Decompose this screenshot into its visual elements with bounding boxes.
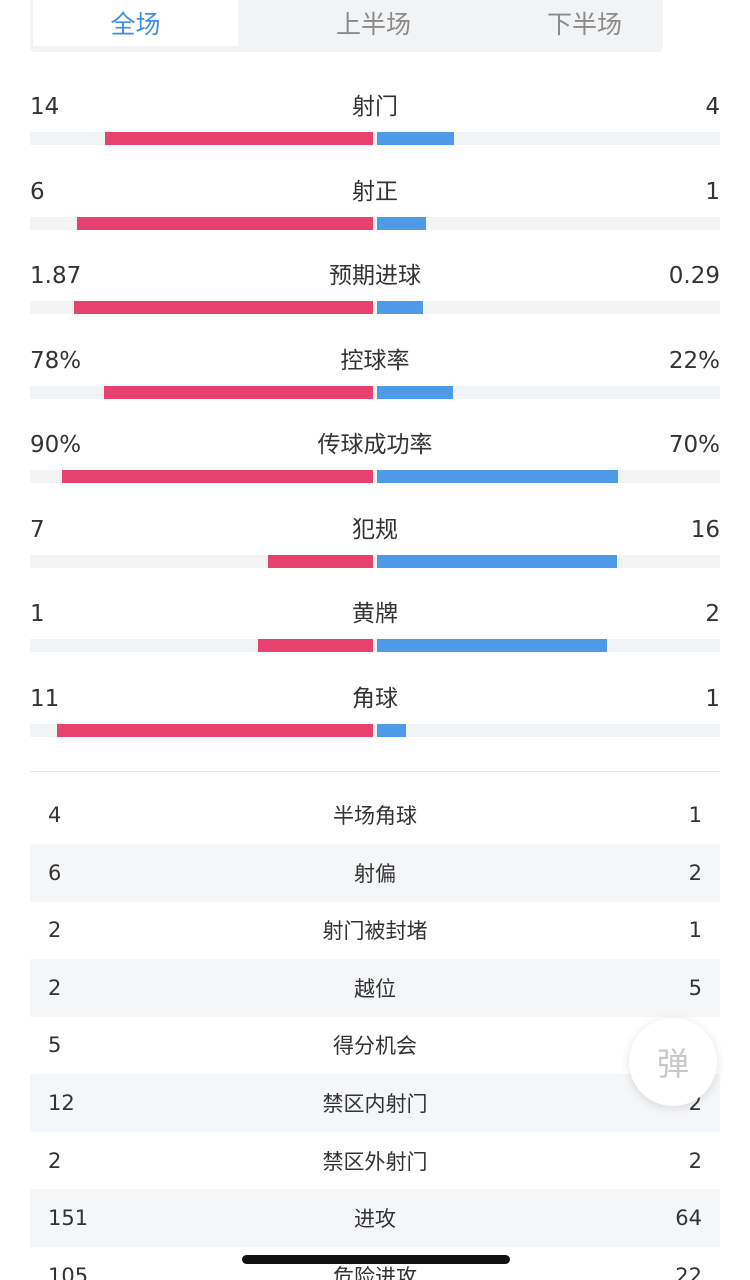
- away-value: 2: [705, 601, 720, 627]
- home-value: 2: [48, 918, 62, 943]
- home-bar: [57, 723, 373, 737]
- away-bar: [377, 385, 453, 399]
- home-value: 2: [48, 1148, 62, 1173]
- stat-row: 1 黄牌 2: [0, 599, 750, 683]
- away-value: 0.29: [668, 263, 720, 289]
- stat-row: 11 角球 1: [0, 684, 750, 768]
- home-bar: [74, 301, 373, 314]
- home-value: 90%: [30, 432, 82, 458]
- home-bar: [62, 470, 373, 483]
- away-value: 4: [705, 94, 720, 120]
- stat-label: 射门被封堵: [322, 919, 428, 944]
- away-value: 2: [688, 860, 702, 885]
- table-row: 2 禁区外射门 2: [30, 1132, 720, 1190]
- section-divider: [30, 771, 720, 772]
- period-tabs: 全场 上半场 下半场: [30, 0, 663, 52]
- home-bar: [258, 639, 373, 652]
- away-value: 1: [688, 918, 702, 943]
- away-value: 16: [690, 516, 720, 543]
- away-bar: [377, 301, 423, 314]
- table-row: 2 射门被封堵 1: [30, 901, 720, 959]
- table-row: 6 射偏 2: [30, 843, 720, 902]
- away-bar: [377, 639, 607, 652]
- stat-label: 角球: [352, 685, 398, 712]
- stat-row: 7 犯规 16: [0, 515, 750, 599]
- home-value: 7: [30, 516, 45, 543]
- away-bar: [377, 470, 618, 483]
- stat-label: 预期进球: [329, 263, 421, 289]
- home-value: 105: [48, 1263, 89, 1280]
- tab-full-match[interactable]: 全场: [33, 0, 238, 46]
- home-bar: [105, 132, 373, 145]
- stat-label: 越位: [354, 976, 396, 1001]
- table-row: 5 得分机会: [30, 1016, 720, 1074]
- stat-label: 射偏: [354, 861, 396, 886]
- home-value: 5: [48, 1033, 62, 1058]
- stat-row: 1.87 预期进球 0.29: [0, 261, 750, 345]
- away-value: 1: [688, 803, 702, 827]
- stat-label: 半场角球: [333, 804, 417, 828]
- stat-label: 禁区外射门: [322, 1149, 428, 1174]
- away-value: 5: [688, 975, 702, 1000]
- table-row: 151 进攻 64: [30, 1189, 720, 1248]
- away-bar: [377, 132, 454, 145]
- home-value: 11: [30, 685, 60, 712]
- stat-label: 射门: [352, 94, 398, 120]
- danmaku-button[interactable]: 弹: [629, 1018, 717, 1106]
- home-value: 1: [30, 601, 45, 627]
- home-value: 14: [30, 94, 60, 120]
- table-row: 12 禁区内射门 2: [30, 1074, 720, 1132]
- home-bar: [104, 385, 373, 399]
- stat-label: 传球成功率: [317, 432, 433, 458]
- stat-label: 射正: [352, 178, 398, 205]
- tab-first-half[interactable]: 上半场: [335, 10, 411, 39]
- home-value: 1.87: [30, 263, 82, 289]
- stat-row: 78% 控球率 22%: [0, 346, 750, 430]
- stat-track: [30, 639, 720, 652]
- away-value: 22%: [668, 347, 720, 374]
- table-row: 2 越位 5: [30, 958, 720, 1017]
- tab-second-half[interactable]: 下半场: [546, 10, 622, 39]
- stat-row: 14 射门 4: [0, 92, 750, 176]
- away-value: 1: [705, 178, 720, 205]
- home-value: 12: [48, 1091, 75, 1115]
- stat-label: 进攻: [354, 1207, 396, 1232]
- table-row: 4 半场角球 1: [30, 786, 720, 844]
- away-bar: [377, 723, 406, 737]
- away-value: 2: [688, 1148, 702, 1173]
- away-bar: [377, 554, 617, 568]
- home-indicator: [242, 1255, 510, 1264]
- stat-label: 得分机会: [333, 1034, 417, 1059]
- stat-row: 90% 传球成功率 70%: [0, 430, 750, 514]
- home-bar: [77, 216, 373, 230]
- stat-row: 6 射正 1: [0, 177, 750, 261]
- away-bar: [377, 216, 426, 230]
- stat-label: 控球率: [340, 347, 410, 374]
- home-value: 6: [30, 178, 45, 205]
- stat-label: 禁区内射门: [322, 1092, 428, 1116]
- stat-label: 黄牌: [352, 601, 398, 627]
- home-value: 151: [48, 1206, 89, 1231]
- stat-label: 犯规: [352, 516, 398, 543]
- home-value: 6: [48, 860, 62, 885]
- home-value: 4: [48, 803, 62, 827]
- away-value: 70%: [668, 432, 720, 458]
- danmaku-button-label: 弹: [656, 1045, 689, 1083]
- table-row: 105 危险进攻 22: [30, 1247, 720, 1280]
- away-value: 22: [675, 1263, 702, 1280]
- away-value: 64: [675, 1206, 702, 1231]
- home-value: 78%: [30, 347, 82, 374]
- away-value: 1: [705, 685, 720, 712]
- stat-label: 危险进攻: [333, 1264, 417, 1280]
- home-bar: [268, 554, 373, 568]
- home-value: 2: [48, 975, 62, 1000]
